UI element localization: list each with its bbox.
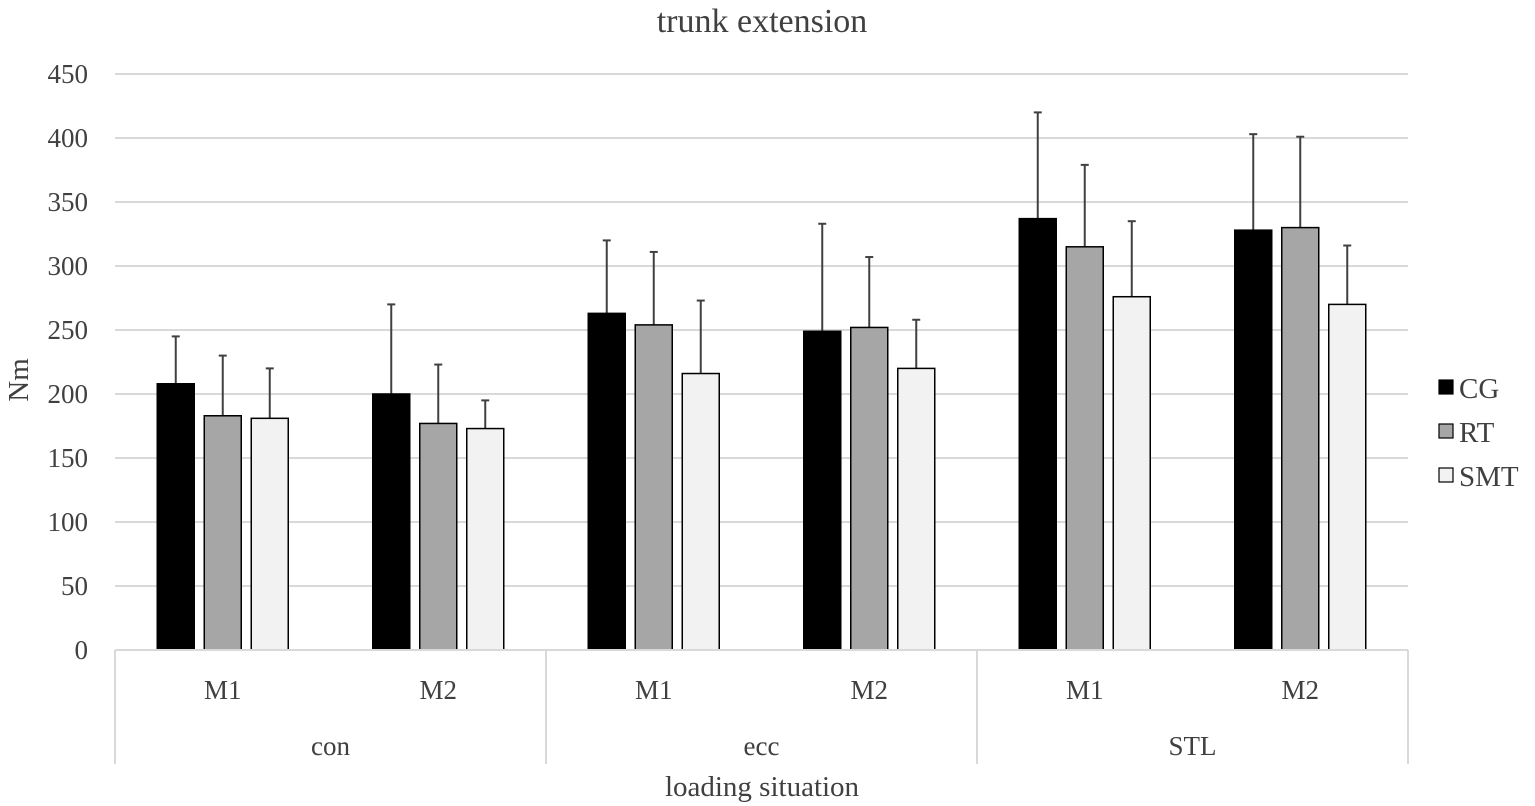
chart-title: trunk extension [657, 3, 868, 40]
x-axis: M1 M2 M1 M2 M1 M2 con ecc STL [114, 649, 1409, 764]
gridlines [115, 73, 1408, 651]
y-axis-ticks: 0 50 100 150 200 250 300 350 400 450 [48, 59, 89, 665]
legend-swatch [1438, 423, 1454, 439]
bar-SMT-2 [681, 299, 720, 651]
bar-RT-0 [203, 354, 242, 651]
x-sub-label: M1 [204, 675, 242, 705]
bar-RT-5 [1281, 135, 1320, 651]
y-tick-label: 100 [48, 507, 89, 537]
y-axis-label: Nm [3, 358, 35, 402]
bar [156, 383, 195, 651]
legend-item-SMT: SMT [1438, 461, 1519, 493]
bar-RT-4 [1065, 163, 1104, 651]
bar [897, 367, 936, 651]
bar [1234, 229, 1273, 651]
bar [1281, 226, 1320, 651]
bar-CG-5 [1234, 133, 1273, 651]
legend-item-CG: CG [1438, 373, 1499, 405]
legend: CG RT SMT [1438, 373, 1519, 493]
bar-RT-1 [419, 363, 458, 651]
y-tick-label: 400 [48, 123, 89, 153]
x-axis-label: loading situation [665, 771, 860, 803]
bar [419, 422, 458, 651]
y-tick-label: 450 [48, 59, 89, 89]
y-tick-label: 350 [48, 187, 89, 217]
bar [1112, 295, 1151, 651]
legend-swatch [1438, 467, 1454, 483]
bar [1018, 217, 1057, 651]
bar-SMT-1 [466, 399, 505, 651]
x-group-label: con [311, 731, 350, 761]
bar [203, 415, 242, 651]
bar [634, 324, 673, 651]
y-tick-label: 0 [75, 635, 89, 665]
y-tick-label: 200 [48, 379, 89, 409]
x-sub-label: M2 [850, 675, 888, 705]
bar-CG-2 [587, 239, 626, 651]
y-tick-label: 150 [48, 443, 89, 473]
x-sub-label: M2 [419, 675, 457, 705]
bar [1065, 246, 1104, 651]
bar-RT-2 [634, 250, 673, 651]
bar-SMT-4 [1112, 220, 1151, 651]
bar [587, 312, 626, 651]
legend-label: CG [1459, 373, 1499, 405]
legend-label: SMT [1459, 461, 1519, 493]
bar-SMT-0 [250, 367, 289, 651]
y-tick-label: 50 [61, 571, 88, 601]
bar [372, 393, 411, 651]
y-tick-label: 300 [48, 251, 89, 281]
legend-item-RT: RT [1438, 417, 1495, 449]
bar [803, 330, 842, 651]
bar-SMT-5 [1328, 244, 1367, 651]
bar-RT-3 [850, 256, 889, 651]
bar [250, 417, 289, 651]
legend-label: RT [1459, 417, 1495, 449]
legend-swatch [1438, 379, 1454, 395]
x-sub-label: M1 [635, 675, 673, 705]
bar-CG-4 [1018, 111, 1057, 651]
bar [850, 326, 889, 651]
bar [466, 427, 505, 651]
x-sub-label: M1 [1066, 675, 1104, 705]
x-group-label: ecc [744, 731, 780, 761]
x-sub-label: M2 [1281, 675, 1319, 705]
x-group-label: STL [1168, 731, 1216, 761]
bar [1328, 303, 1367, 651]
bar-CG-0 [156, 335, 195, 651]
bar-CG-1 [372, 303, 411, 651]
bar-CG-3 [803, 222, 842, 651]
y-tick-label: 250 [48, 315, 89, 345]
bars [156, 111, 1367, 651]
bar-SMT-3 [897, 318, 936, 651]
bar [681, 372, 720, 651]
